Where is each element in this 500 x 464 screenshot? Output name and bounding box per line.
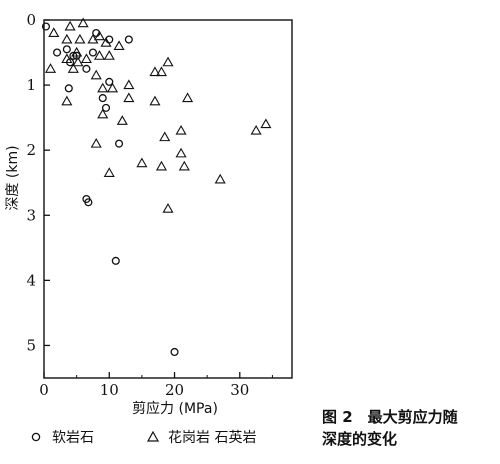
- y-axis-label: 深度 (km): [5, 145, 21, 210]
- granite-quartzite-point: [250, 124, 262, 135]
- granite-quartzite-point: [72, 56, 84, 67]
- granite-quartzite-point: [175, 147, 187, 158]
- soft-rock-point: [88, 48, 97, 57]
- figure-caption-line-2: 深度的变化: [322, 430, 397, 448]
- soft-rock-point: [170, 347, 179, 357]
- soft-rock-point: [105, 77, 114, 86]
- plot-frame: [43, 19, 293, 379]
- granite-quartzite-point: [106, 82, 119, 93]
- granite-quartzite-point: [100, 37, 112, 47]
- granite-quartzite-point: [155, 66, 168, 77]
- legend-label-granite-quartzite: 花岗岩 石英岩: [168, 429, 256, 446]
- granite-quartzite-point: [80, 53, 92, 64]
- x-tick-label: 20: [165, 381, 184, 399]
- granite-quartzite-point: [74, 33, 86, 44]
- y-tick-label: 2: [26, 141, 36, 159]
- y-tick-label: 5: [26, 336, 36, 354]
- granite-quartzite-point: [90, 137, 102, 148]
- granite-quartzite-point: [214, 173, 226, 184]
- soft-rock-point: [62, 45, 71, 54]
- soft-rock-point: [84, 198, 93, 207]
- y-tick-label: 0: [26, 11, 36, 29]
- granite-quartzite-point: [61, 33, 73, 44]
- granite-quartzite-point: [61, 53, 73, 64]
- granite-quartzite-point: [260, 118, 272, 129]
- data-points: [41, 17, 272, 357]
- legend-triangle-marker: [146, 430, 160, 442]
- soft-rock-point: [115, 139, 124, 148]
- granite-quartzite-point: [93, 50, 106, 60]
- granite-quartzite-point: [155, 160, 168, 171]
- granite-quartzite-point: [61, 95, 73, 106]
- granite-quartzite-point: [178, 160, 190, 171]
- granite-quartzite-point: [159, 131, 171, 142]
- granite-quartzite-point: [44, 63, 57, 73]
- granite-quartzite-point: [123, 92, 135, 103]
- y-tick-label: 1: [26, 76, 36, 94]
- x-tick-label: 0: [39, 381, 49, 399]
- granite-quartzite-point: [77, 17, 89, 28]
- y-tick-label: 4: [26, 271, 36, 289]
- granite-quartzite-point: [149, 95, 161, 106]
- y-tick-label: 3: [26, 206, 36, 224]
- granite-quartzite-point: [103, 167, 115, 177]
- soft-rock-point: [64, 84, 73, 93]
- granite-quartzite-point: [136, 157, 148, 168]
- soft-rock-point: [53, 48, 62, 57]
- legend-circle-marker: [31, 432, 41, 442]
- granite-quartzite-point: [162, 203, 174, 213]
- legend-label-soft-rock: 软岩石: [52, 430, 94, 446]
- granite-quartzite-point: [71, 46, 83, 57]
- granite-quartzite-point: [123, 79, 135, 90]
- granite-quartzite-point: [93, 30, 106, 41]
- soft-rock-point: [98, 94, 107, 103]
- plot-border: [43, 19, 293, 379]
- x-axis-ticks: 0 10 20 30: [39, 372, 273, 399]
- granite-quartzite-point: [113, 40, 125, 51]
- granite-quartzite-point: [90, 69, 102, 80]
- x-tick-label: 30: [230, 381, 249, 399]
- soft-rock-point: [111, 256, 120, 265]
- x-axis-label: 剪应力 (MPa): [132, 400, 218, 417]
- granite-quartzite-point: [175, 124, 187, 135]
- legend: 软岩石 花岗岩 石英岩: [31, 429, 256, 446]
- soft-rock-point: [41, 22, 51, 31]
- granite-quartzite-point: [162, 56, 174, 67]
- granite-quartzite-point: [149, 66, 161, 77]
- y-axis-ticks: 0 1 2 3 4 5: [26, 11, 50, 354]
- granite-quartzite-point: [48, 27, 60, 38]
- granite-quartzite-point: [64, 20, 76, 31]
- granite-quartzite-point: [116, 115, 128, 125]
- granite-quartzite-point: [67, 63, 79, 73]
- granite-quartzite-point: [97, 108, 109, 119]
- granite-quartzite-point: [97, 82, 109, 93]
- figure-caption-line-1: 图 2 最大剪应力随: [322, 408, 458, 426]
- granite-quartzite-point: [182, 92, 194, 103]
- soft-rock-point: [101, 103, 111, 112]
- soft-rock-point: [124, 35, 133, 44]
- soft-rock-point: [82, 64, 91, 73]
- granite-quartzite-point: [103, 50, 115, 60]
- x-tick-label: 10: [100, 381, 119, 399]
